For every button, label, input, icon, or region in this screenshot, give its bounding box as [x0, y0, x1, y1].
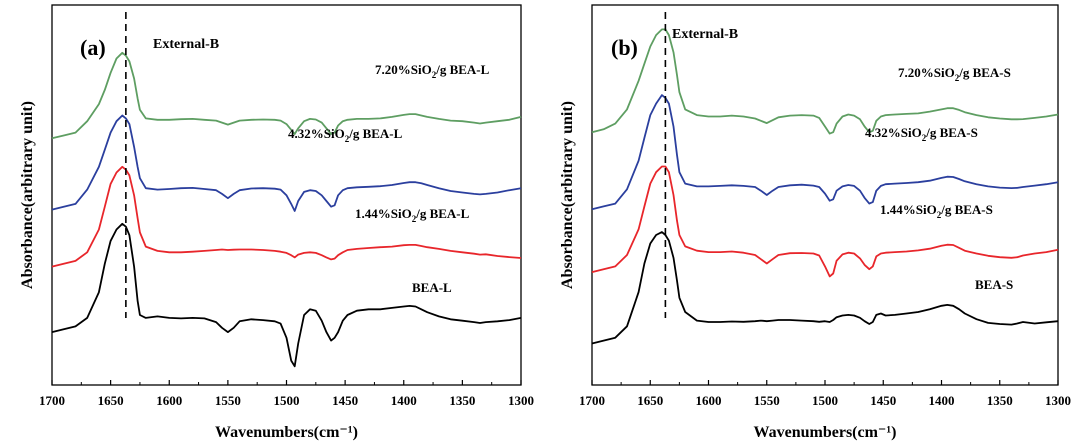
x-tick-label: 1300 — [508, 393, 534, 408]
series-line-1 — [591, 94, 1059, 211]
x-tick-label: 1400 — [391, 393, 417, 408]
panel-b: 7.20%SiO2/g BEA-S 4.32%SiO2/g BEA-S 1.44%S… — [559, 4, 1071, 441]
series-line-3 — [591, 231, 1059, 345]
x-tick-label: 1700 — [39, 393, 65, 408]
x-tick-label: 1650 — [637, 393, 663, 408]
x-axis-title: Wavenumbers(cm⁻¹) — [215, 424, 358, 441]
x-tick-label: 1550 — [754, 393, 780, 408]
series-label-3: BEA-S — [975, 277, 1013, 292]
series-label-3: BEA-L — [412, 280, 452, 295]
series-label-1: 4.32%SiO2/g BEA-S — [865, 125, 978, 143]
panel-a: 7.20%SiO2/g BEA-L 4.32%SiO2/g BEA-L 1.44%S… — [19, 4, 534, 441]
series-line-2 — [51, 165, 522, 268]
x-tick-label: 1350 — [449, 393, 475, 408]
series-label-1: 4.32%SiO2/g BEA-L — [288, 126, 403, 144]
y-axis-title: Absorbance(arbitrary unit) — [19, 101, 36, 289]
x-tick-label: 1650 — [98, 393, 124, 408]
series-label-2: 1.44%SiO2/g BEA-L — [355, 206, 470, 224]
series-line-1 — [51, 114, 522, 212]
series-label-2: 1.44%SiO2/g BEA-S — [880, 202, 993, 220]
x-tick-label: 1700 — [579, 393, 605, 408]
x-tick-label: 1600 — [156, 393, 182, 408]
x-tick-label: 1600 — [696, 393, 722, 408]
series-label-0: 7.20%SiO2/g BEA-S — [898, 65, 1011, 83]
x-tick-label: 1550 — [215, 393, 241, 408]
x-axis-title: Wavenumbers(cm⁻¹) — [754, 424, 897, 441]
x-tick-label: 1400 — [929, 393, 955, 408]
x-tick-label: 1500 — [812, 393, 838, 408]
x-tick-label: 1450 — [332, 393, 358, 408]
series-line-2 — [591, 165, 1059, 278]
x-tick-label: 1450 — [870, 393, 896, 408]
series-label-0: 7.20%SiO2/g BEA-L — [375, 62, 490, 80]
panel-letter: (b) — [611, 35, 638, 60]
series-line-3 — [51, 222, 522, 368]
annotation-external-b: External-B — [153, 37, 219, 52]
x-tick-label: 1300 — [1045, 393, 1071, 408]
annotation-external-b: External-B — [672, 27, 738, 42]
x-tick-label: 1500 — [274, 393, 300, 408]
series-line-0 — [51, 51, 522, 140]
panel-letter: (a) — [80, 35, 106, 60]
series-line-0 — [591, 28, 1059, 135]
y-axis-title: Absorbance(arbitrary unit) — [559, 101, 576, 289]
x-tick-label: 1350 — [987, 393, 1013, 408]
